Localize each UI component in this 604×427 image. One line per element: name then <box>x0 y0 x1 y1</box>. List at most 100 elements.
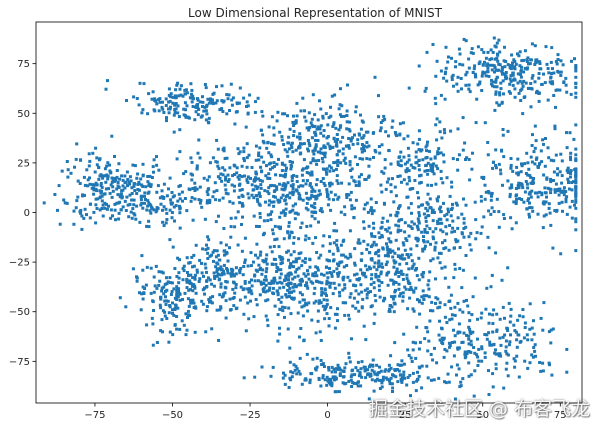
data-point <box>195 187 199 191</box>
data-point <box>177 192 181 196</box>
data-point <box>103 201 107 205</box>
data-point <box>230 183 234 187</box>
data-point <box>391 297 395 301</box>
data-point <box>353 206 356 210</box>
data-point <box>314 265 318 269</box>
data-point <box>362 220 366 224</box>
data-point <box>221 196 225 200</box>
data-point <box>467 87 471 91</box>
data-point <box>306 147 310 151</box>
data-point <box>260 155 264 159</box>
data-point <box>384 368 388 372</box>
data-point <box>488 58 492 62</box>
data-point <box>254 158 258 162</box>
data-point <box>270 155 274 159</box>
data-point <box>347 193 351 197</box>
data-point <box>204 109 208 113</box>
data-point <box>267 172 271 176</box>
data-point <box>159 202 163 206</box>
data-point <box>564 83 568 87</box>
data-point <box>480 345 484 349</box>
data-point <box>412 309 416 313</box>
data-point <box>448 194 452 198</box>
data-point <box>393 261 397 265</box>
data-point <box>427 214 431 218</box>
data-point <box>204 86 208 90</box>
data-point <box>366 372 370 376</box>
data-point <box>94 146 98 150</box>
data-point <box>319 253 323 257</box>
data-point <box>271 262 275 266</box>
data-point <box>530 326 534 330</box>
data-point <box>92 183 96 187</box>
data-point <box>56 208 59 212</box>
data-point <box>294 148 298 152</box>
data-point <box>494 367 498 371</box>
data-point <box>178 206 182 210</box>
data-point <box>367 164 371 168</box>
data-point <box>408 179 412 183</box>
data-point <box>489 212 493 216</box>
data-point <box>443 380 446 384</box>
data-point <box>367 397 371 401</box>
data-point <box>120 195 124 199</box>
data-point <box>338 125 342 129</box>
data-point <box>224 299 228 303</box>
data-point <box>520 183 524 187</box>
data-point <box>501 128 505 131</box>
data-point <box>152 158 156 162</box>
data-point <box>398 218 402 222</box>
data-point <box>410 220 414 224</box>
data-point <box>407 175 411 179</box>
data-point <box>149 185 153 188</box>
data-point <box>380 190 384 194</box>
data-point <box>526 366 530 370</box>
data-point <box>423 337 427 341</box>
data-point <box>169 105 172 109</box>
data-point <box>520 65 523 69</box>
data-point <box>350 204 354 208</box>
data-point <box>528 62 532 66</box>
data-point <box>204 330 208 334</box>
data-point <box>492 64 496 68</box>
data-point <box>569 172 573 175</box>
data-point <box>230 271 234 275</box>
data-point <box>273 224 277 228</box>
data-point <box>155 341 159 344</box>
data-point <box>351 304 355 308</box>
data-point <box>531 133 534 137</box>
data-point <box>392 259 396 263</box>
data-point <box>396 380 400 384</box>
data-point <box>506 179 510 183</box>
data-point <box>359 173 363 177</box>
data-point <box>132 198 136 202</box>
data-point <box>385 271 389 275</box>
data-point <box>487 74 491 78</box>
data-point <box>298 193 302 197</box>
data-point <box>288 191 292 195</box>
data-point <box>153 97 157 101</box>
data-point <box>357 278 361 282</box>
data-point <box>399 269 403 273</box>
data-point <box>433 245 437 249</box>
data-point <box>370 234 374 238</box>
data-point <box>360 147 364 151</box>
data-point <box>468 319 472 323</box>
data-point <box>274 173 278 177</box>
data-point <box>508 91 512 95</box>
data-point <box>332 169 336 173</box>
data-point <box>387 134 390 138</box>
data-point <box>504 71 508 74</box>
data-point <box>191 105 195 108</box>
data-point <box>281 183 285 187</box>
data-point <box>250 292 254 296</box>
data-point <box>450 180 454 184</box>
data-point <box>241 195 245 198</box>
data-point <box>340 260 344 264</box>
data-point <box>302 272 306 276</box>
data-point <box>246 192 250 196</box>
data-point <box>248 287 252 291</box>
data-point <box>427 295 431 299</box>
data-point <box>266 324 270 328</box>
data-point <box>187 304 191 308</box>
